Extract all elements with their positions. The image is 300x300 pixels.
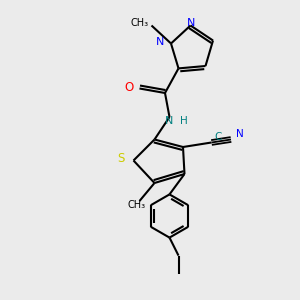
Text: N: N: [236, 129, 243, 139]
Text: H: H: [180, 116, 188, 126]
Text: CH₃: CH₃: [130, 17, 148, 28]
Text: C: C: [214, 132, 222, 142]
Text: N: N: [156, 37, 164, 47]
Text: O: O: [124, 81, 134, 94]
Text: S: S: [118, 152, 125, 166]
Text: CH₃: CH₃: [128, 200, 146, 210]
Text: N: N: [165, 116, 174, 126]
Text: N: N: [187, 18, 196, 28]
